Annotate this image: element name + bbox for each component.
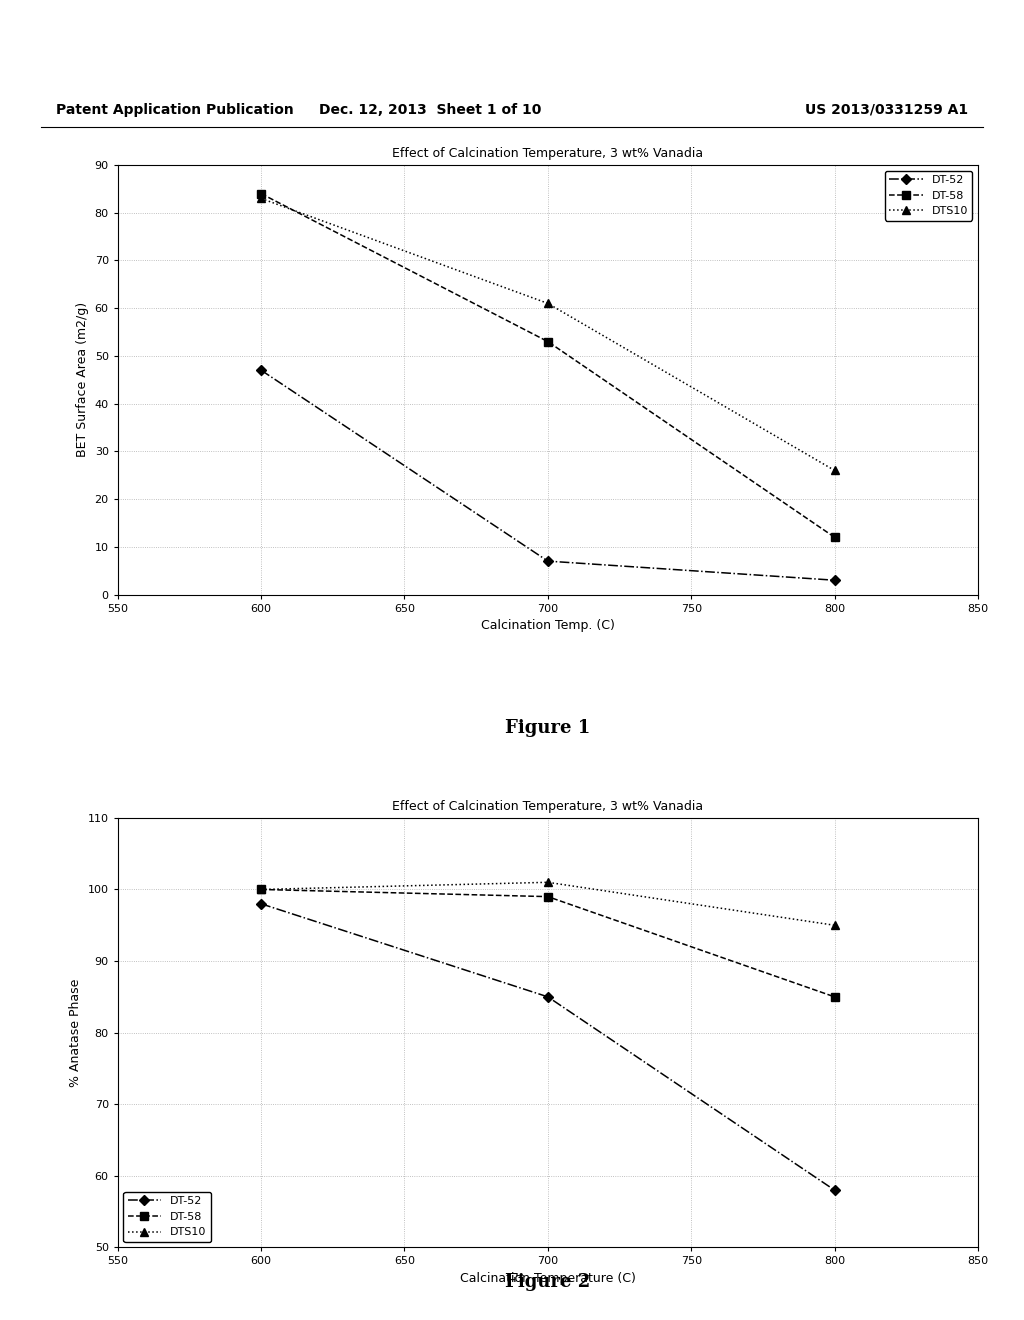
DTS10: [828, 462, 841, 478]
Title: Effect of Calcination Temperature, 3 wt% Vanadia: Effect of Calcination Temperature, 3 wt%…: [392, 147, 703, 160]
DT-58: [828, 989, 841, 1005]
Title: Effect of Calcination Temperature, 3 wt% Vanadia: Effect of Calcination Temperature, 3 wt%…: [392, 800, 703, 813]
DTS10: [542, 874, 554, 890]
Line: DT-58: DT-58: [257, 190, 839, 541]
X-axis label: Calcination Temp. (C): Calcination Temp. (C): [481, 619, 614, 632]
Line: DT-52: DT-52: [258, 367, 838, 583]
DT-52: [828, 1183, 841, 1199]
Text: Patent Application Publication: Patent Application Publication: [56, 103, 294, 116]
Y-axis label: BET Surface Area (m2/g): BET Surface Area (m2/g): [76, 302, 89, 457]
Line: DT-52: DT-52: [258, 900, 838, 1193]
Text: Figure 2: Figure 2: [505, 1272, 591, 1291]
Line: DTS10: DTS10: [257, 878, 839, 929]
DTS10: [542, 296, 554, 312]
Line: DTS10: DTS10: [257, 194, 839, 475]
DTS10: [255, 882, 267, 898]
DT-58: [542, 888, 554, 904]
Text: Dec. 12, 2013  Sheet 1 of 10: Dec. 12, 2013 Sheet 1 of 10: [318, 103, 542, 116]
DT-58: [828, 529, 841, 545]
DT-52: [255, 362, 267, 378]
DT-52: [828, 573, 841, 589]
Legend: DT-52, DT-58, DTS10: DT-52, DT-58, DTS10: [123, 1192, 211, 1242]
DT-58: [255, 882, 267, 898]
DTS10: [255, 190, 267, 206]
DT-52: [542, 989, 554, 1005]
DT-52: [255, 896, 267, 912]
DT-58: [542, 334, 554, 350]
Y-axis label: % Anatase Phase: % Anatase Phase: [70, 978, 82, 1086]
X-axis label: Calcination Temperature (C): Calcination Temperature (C): [460, 1272, 636, 1284]
Legend: DT-52, DT-58, DTS10: DT-52, DT-58, DTS10: [885, 170, 973, 220]
Line: DT-58: DT-58: [257, 886, 839, 1001]
Text: US 2013/0331259 A1: US 2013/0331259 A1: [805, 103, 968, 116]
DT-52: [542, 553, 554, 569]
DT-58: [255, 186, 267, 202]
Text: Figure 1: Figure 1: [505, 719, 591, 738]
DTS10: [828, 917, 841, 933]
